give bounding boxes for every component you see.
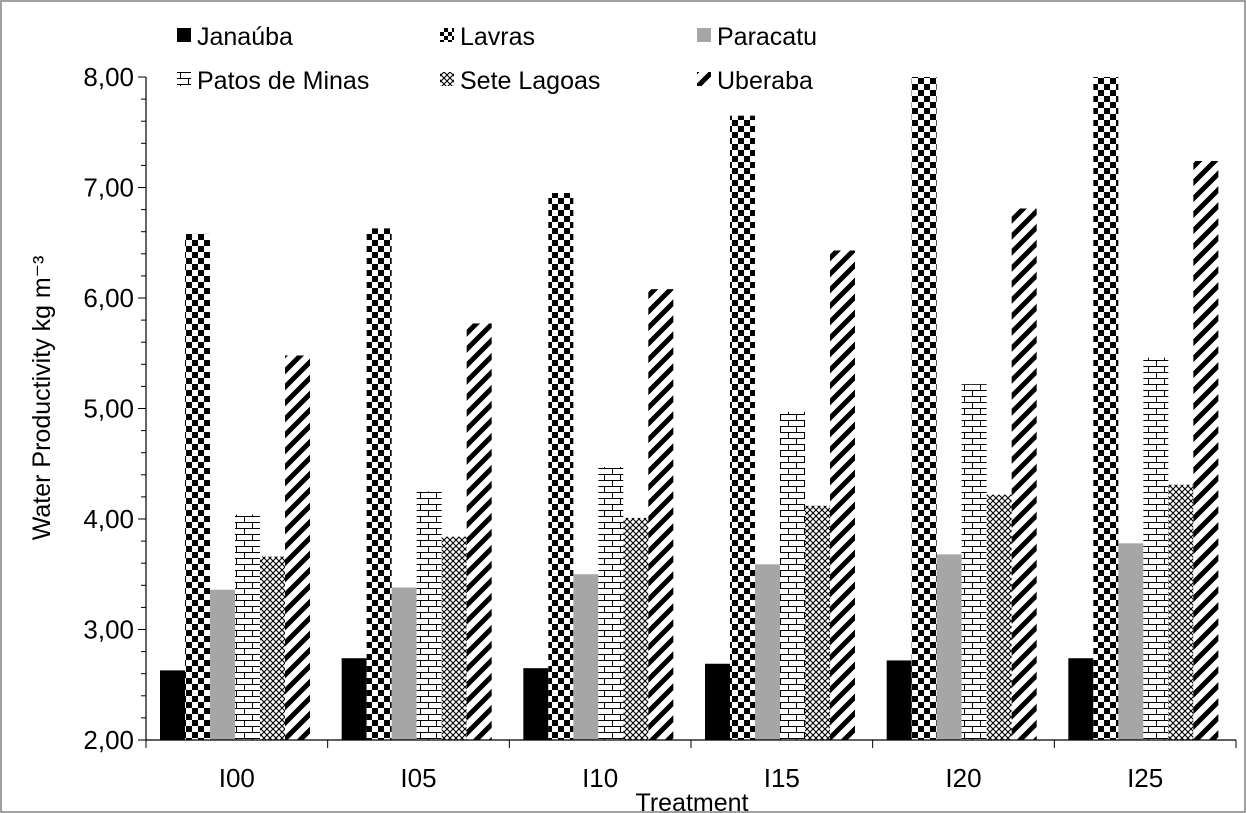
legend: Janaúba Lavras Paracatu Patos de Minas Sete … bbox=[177, 23, 817, 95]
legend-swatch bbox=[697, 72, 711, 86]
legend-item-jana-ba: Janaúba bbox=[177, 23, 293, 51]
legend-label: Paracatu bbox=[717, 23, 817, 51]
legend-swatch bbox=[177, 28, 191, 42]
bar-lavras-i05 bbox=[366, 228, 392, 740]
bar-sete-lagoas-i00 bbox=[260, 556, 285, 740]
bar-paracatu-i05 bbox=[391, 587, 417, 740]
legend-label: Janaúba bbox=[197, 23, 293, 51]
bar-paracatu-i10 bbox=[573, 574, 599, 740]
bar-patos-de-minas-i05 bbox=[416, 491, 442, 740]
legend-label: Sete Lagoas bbox=[460, 67, 600, 95]
x-axis-title: Treatment bbox=[635, 789, 748, 813]
y-tick-label: 3,00 bbox=[83, 615, 134, 645]
bar-jana-ba-i20 bbox=[886, 660, 912, 740]
x-tick-label: I15 bbox=[764, 763, 800, 793]
y-tick-label: 6,00 bbox=[83, 283, 134, 313]
bar-paracatu-i25 bbox=[1118, 543, 1144, 740]
bar-uberaba-i05 bbox=[466, 323, 492, 740]
bar-jana-ba-i15 bbox=[705, 663, 730, 740]
legend-item-uberaba: Uberaba bbox=[697, 67, 813, 95]
bar-paracatu-i20 bbox=[936, 554, 962, 740]
y-tick-label: 7,00 bbox=[83, 173, 134, 203]
legend-item-paracatu: Paracatu bbox=[697, 23, 817, 51]
bar-sete-lagoas-i10 bbox=[623, 517, 649, 740]
legend-item-patos-de-minas: Patos de Minas bbox=[177, 67, 369, 95]
bar-uberaba-i10 bbox=[648, 289, 674, 740]
x-tick-label: I20 bbox=[945, 763, 981, 793]
x-tick-label: I05 bbox=[400, 763, 436, 793]
bar-patos-de-minas-i15 bbox=[780, 411, 805, 740]
y-tick-label: 5,00 bbox=[83, 394, 134, 424]
y-tick-label: 2,00 bbox=[83, 725, 134, 755]
bar-patos-de-minas-i25 bbox=[1143, 357, 1169, 740]
bar-patos-de-minas-i00 bbox=[235, 514, 260, 740]
bars-group bbox=[160, 77, 1219, 741]
bar-jana-ba-i05 bbox=[341, 658, 367, 740]
bar-sete-lagoas-i25 bbox=[1168, 484, 1194, 740]
bar-uberaba-i00 bbox=[285, 355, 310, 740]
legend-item-lavras: Lavras bbox=[440, 23, 535, 51]
bar-paracatu-i15 bbox=[755, 564, 780, 740]
legend-swatch bbox=[177, 72, 191, 86]
legend-label: Lavras bbox=[460, 23, 535, 51]
bar-paracatu-i00 bbox=[210, 589, 235, 740]
bar-lavras-i25 bbox=[1093, 77, 1119, 740]
y-tick-label: 8,00 bbox=[83, 62, 134, 92]
bar-uberaba-i20 bbox=[1011, 208, 1037, 740]
bar-lavras-i15 bbox=[730, 115, 755, 741]
bar-patos-de-minas-i10 bbox=[598, 467, 624, 740]
bar-patos-de-minas-i20 bbox=[961, 384, 987, 740]
x-tick-labels: I00 I05 I10 I15 I20 I25 bbox=[219, 763, 1163, 793]
legend-item-sete-lagoas: Sete Lagoas bbox=[440, 67, 600, 95]
legend-label: Uberaba bbox=[717, 67, 813, 95]
bar-lavras-i10 bbox=[548, 193, 574, 740]
bar-jana-ba-i00 bbox=[160, 670, 185, 740]
bar-uberaba-i15 bbox=[830, 250, 855, 741]
y-tick-label: 4,00 bbox=[83, 504, 134, 534]
bar-uberaba-i25 bbox=[1193, 160, 1219, 741]
bar-lavras-i00 bbox=[185, 233, 210, 740]
y-axis-title: Water Productivity kg m⁻³ bbox=[28, 256, 56, 541]
axes-group bbox=[138, 76, 1237, 748]
legend-swatch bbox=[440, 28, 454, 42]
legend-swatch bbox=[697, 28, 711, 42]
y-tick-labels: 2,00 3,00 4,00 5,00 6,00 7,00 8,00 bbox=[83, 62, 134, 755]
bar-jana-ba-i10 bbox=[523, 668, 549, 740]
x-tick-label: I00 bbox=[219, 763, 255, 793]
bar-sete-lagoas-i05 bbox=[441, 536, 467, 740]
x-tick-label: I10 bbox=[582, 763, 618, 793]
bar-lavras-i20 bbox=[911, 77, 937, 740]
bar-jana-ba-i25 bbox=[1068, 658, 1094, 740]
legend-swatch bbox=[440, 72, 454, 86]
bar-sete-lagoas-i20 bbox=[986, 494, 1012, 740]
x-tick-label: I25 bbox=[1127, 763, 1163, 793]
legend-label: Patos de Minas bbox=[197, 67, 369, 95]
bar-sete-lagoas-i15 bbox=[805, 505, 830, 740]
